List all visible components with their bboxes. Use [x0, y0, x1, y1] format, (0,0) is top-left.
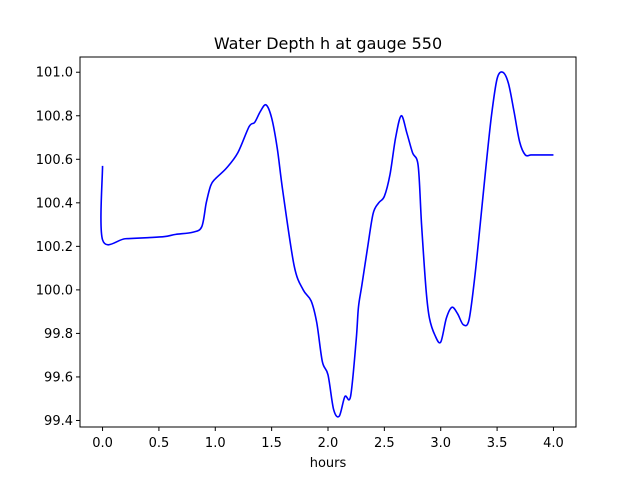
y-tick-label: 99.4 [44, 414, 73, 429]
y-axis-ticks: 99.4 99.6 99.8 100.0 100.2 100.4 100.6 100.8 101… [36, 66, 80, 429]
x-tick-label: 2.5 [374, 436, 395, 451]
x-tick-label: 2.0 [318, 436, 339, 451]
x-tick-label: 0.0 [92, 436, 113, 451]
x-tick-label: 1.5 [261, 436, 282, 451]
plot-line-group [100, 71, 554, 418]
y-tick-label: 101.0 [36, 66, 73, 81]
x-axis-label: hours [310, 456, 347, 471]
y-tick-label: 100.4 [36, 196, 73, 211]
x-tick-label: 3.0 [430, 436, 451, 451]
chart-title: Water Depth h at gauge 550 [214, 34, 442, 53]
y-tick-label: 99.8 [44, 327, 73, 342]
plot-frame [79, 56, 577, 428]
series-line-0 [100, 71, 554, 418]
x-tick-label: 3.5 [487, 436, 508, 451]
y-tick-label: 100.2 [36, 240, 73, 255]
x-tick-label: 1.0 [205, 436, 226, 451]
x-tick-label: 0.5 [149, 436, 170, 451]
y-tick-label: 99.6 [44, 370, 73, 385]
y-tick-label: 100.8 [36, 109, 73, 124]
y-tick-label: 100.0 [36, 283, 73, 298]
x-axis-ticks: 0.0 0.5 1.0 1.5 2.0 2.5 3.0 3.5 4.0 [92, 427, 564, 451]
y-tick-label: 100.6 [36, 153, 73, 168]
x-tick-label: 4.0 [543, 436, 564, 451]
